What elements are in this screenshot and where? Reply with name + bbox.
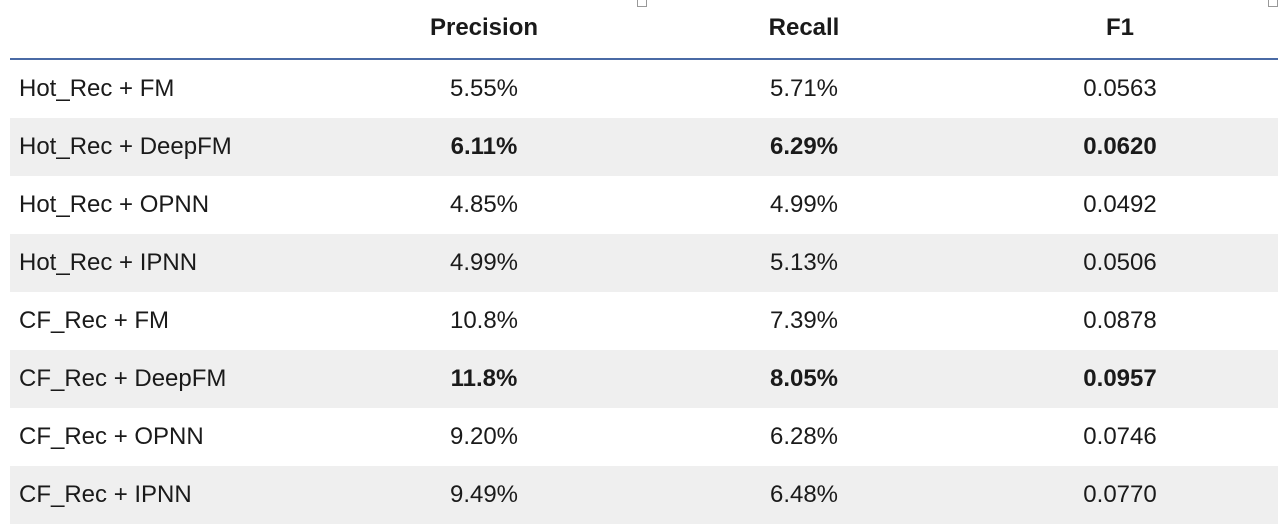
f1-value: 0.0492 xyxy=(1083,191,1157,218)
header-f1: F1 xyxy=(1105,14,1134,41)
precision-value: 5.55% xyxy=(449,75,519,102)
table-header: Precision Recall F1 xyxy=(10,0,1278,60)
precision-value: 11.8% xyxy=(450,365,518,392)
precision-value: 9.49% xyxy=(449,481,519,508)
precision-value: 9.20% xyxy=(449,423,519,450)
model-name: Hot_Rec + IPNN xyxy=(19,249,198,276)
precision-value: 4.85% xyxy=(449,191,519,218)
table-row: CF_Rec + OPNN 9.20% 6.28% 0.0746 xyxy=(10,408,1278,466)
header-precision: Precision xyxy=(429,14,539,41)
model-name: Hot_Rec + FM xyxy=(19,75,175,102)
corner-mark xyxy=(637,0,647,7)
table-row: CF_Rec + FM 10.8% 7.39% 0.0878 xyxy=(10,292,1278,350)
f1-value: 0.0506 xyxy=(1083,249,1157,276)
f1-value: 0.0878 xyxy=(1083,307,1157,334)
f1-value: 0.0620 xyxy=(1083,133,1157,160)
recall-value: 6.48% xyxy=(769,481,839,508)
f1-value: 0.0770 xyxy=(1083,481,1157,508)
model-name: CF_Rec + FM xyxy=(19,307,170,334)
precision-value: 4.99% xyxy=(449,249,519,276)
table-row: Hot_Rec + DeepFM 6.11% 6.29% 0.0620 xyxy=(10,118,1278,176)
results-table: Precision Recall F1 Hot_Rec + FM 5.55% 5… xyxy=(10,0,1278,524)
table-row: CF_Rec + DeepFM 11.8% 8.05% 0.0957 xyxy=(10,350,1278,408)
precision-value: 10.8% xyxy=(449,307,519,334)
model-name: CF_Rec + IPNN xyxy=(19,481,192,508)
recall-value: 5.13% xyxy=(769,249,839,276)
f1-value: 0.0957 xyxy=(1083,365,1157,392)
table-row: Hot_Rec + IPNN 4.99% 5.13% 0.0506 xyxy=(10,234,1278,292)
recall-value: 4.99% xyxy=(769,191,839,218)
f1-value: 0.0563 xyxy=(1083,75,1157,102)
precision-value: 6.11% xyxy=(450,133,518,160)
header-recall: Recall xyxy=(768,14,840,41)
recall-value: 8.05% xyxy=(769,365,839,392)
table-row: Hot_Rec + OPNN 4.85% 4.99% 0.0492 xyxy=(10,176,1278,234)
f1-value: 0.0746 xyxy=(1083,423,1157,450)
table-row: Hot_Rec + FM 5.55% 5.71% 0.0563 xyxy=(10,60,1278,118)
recall-value: 5.71% xyxy=(769,75,839,102)
recall-value: 6.29% xyxy=(769,133,839,160)
model-name: CF_Rec + OPNN xyxy=(19,423,204,450)
recall-value: 7.39% xyxy=(769,307,839,334)
model-name: CF_Rec + DeepFM xyxy=(19,365,227,392)
model-name: Hot_Rec + OPNN xyxy=(19,191,210,218)
model-name: Hot_Rec + DeepFM xyxy=(19,133,232,160)
corner-mark xyxy=(1268,0,1278,7)
recall-value: 6.28% xyxy=(769,423,839,450)
table-row: CF_Rec + IPNN 9.49% 6.48% 0.0770 xyxy=(10,466,1278,524)
